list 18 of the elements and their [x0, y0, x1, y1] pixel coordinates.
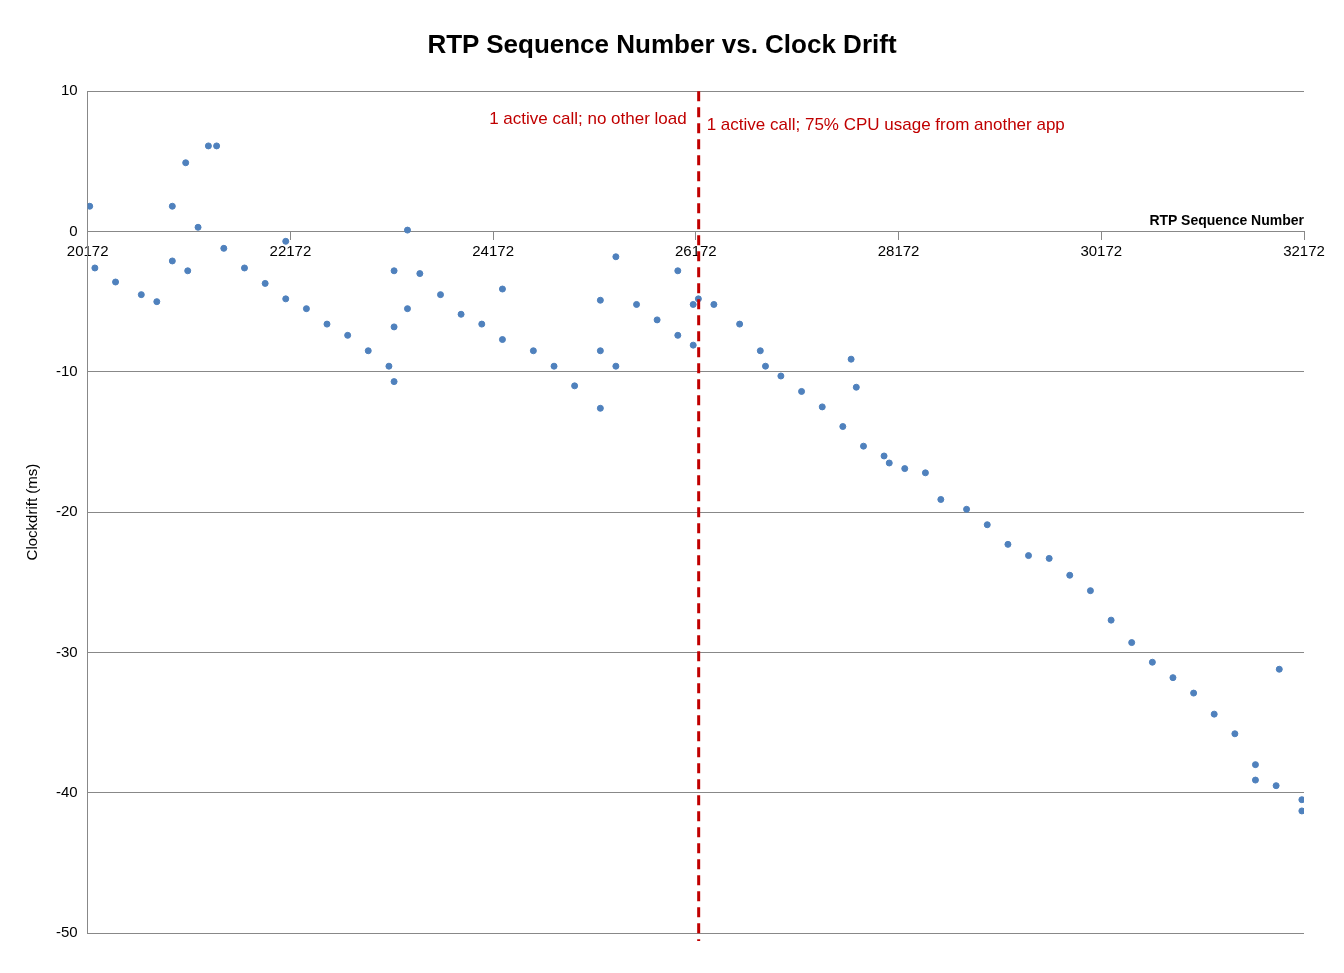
x-tick-label: 32172: [1283, 241, 1325, 259]
x-axis-title: RTP Sequence Number: [1149, 212, 1305, 229]
y-tick-label: -40: [55, 782, 78, 800]
y-axis-title: Clockdrift (ms): [23, 463, 41, 561]
annotation: 1 active call; 75% CPU usage from another app: [706, 114, 1065, 134]
y-tick-label: -10: [55, 361, 78, 379]
y-tick-label: 0: [69, 221, 78, 239]
y-tick-label: -50: [55, 923, 78, 941]
x-tick-label: 26172: [674, 241, 717, 259]
annotation: 1 active call; no other load: [489, 108, 687, 128]
y-tick-label: -20: [55, 502, 78, 520]
y-tick-label: -30: [55, 642, 78, 660]
x-tick-label: 24172: [472, 241, 514, 259]
chart-title: RTP Sequence Number vs. Clock Drift: [427, 28, 897, 59]
x-tick-label: 30172: [1080, 241, 1123, 259]
x-tick-label: 28172: [877, 241, 920, 259]
y-tick-label: 10: [60, 81, 78, 99]
x-tick-label: 22172: [269, 241, 312, 259]
